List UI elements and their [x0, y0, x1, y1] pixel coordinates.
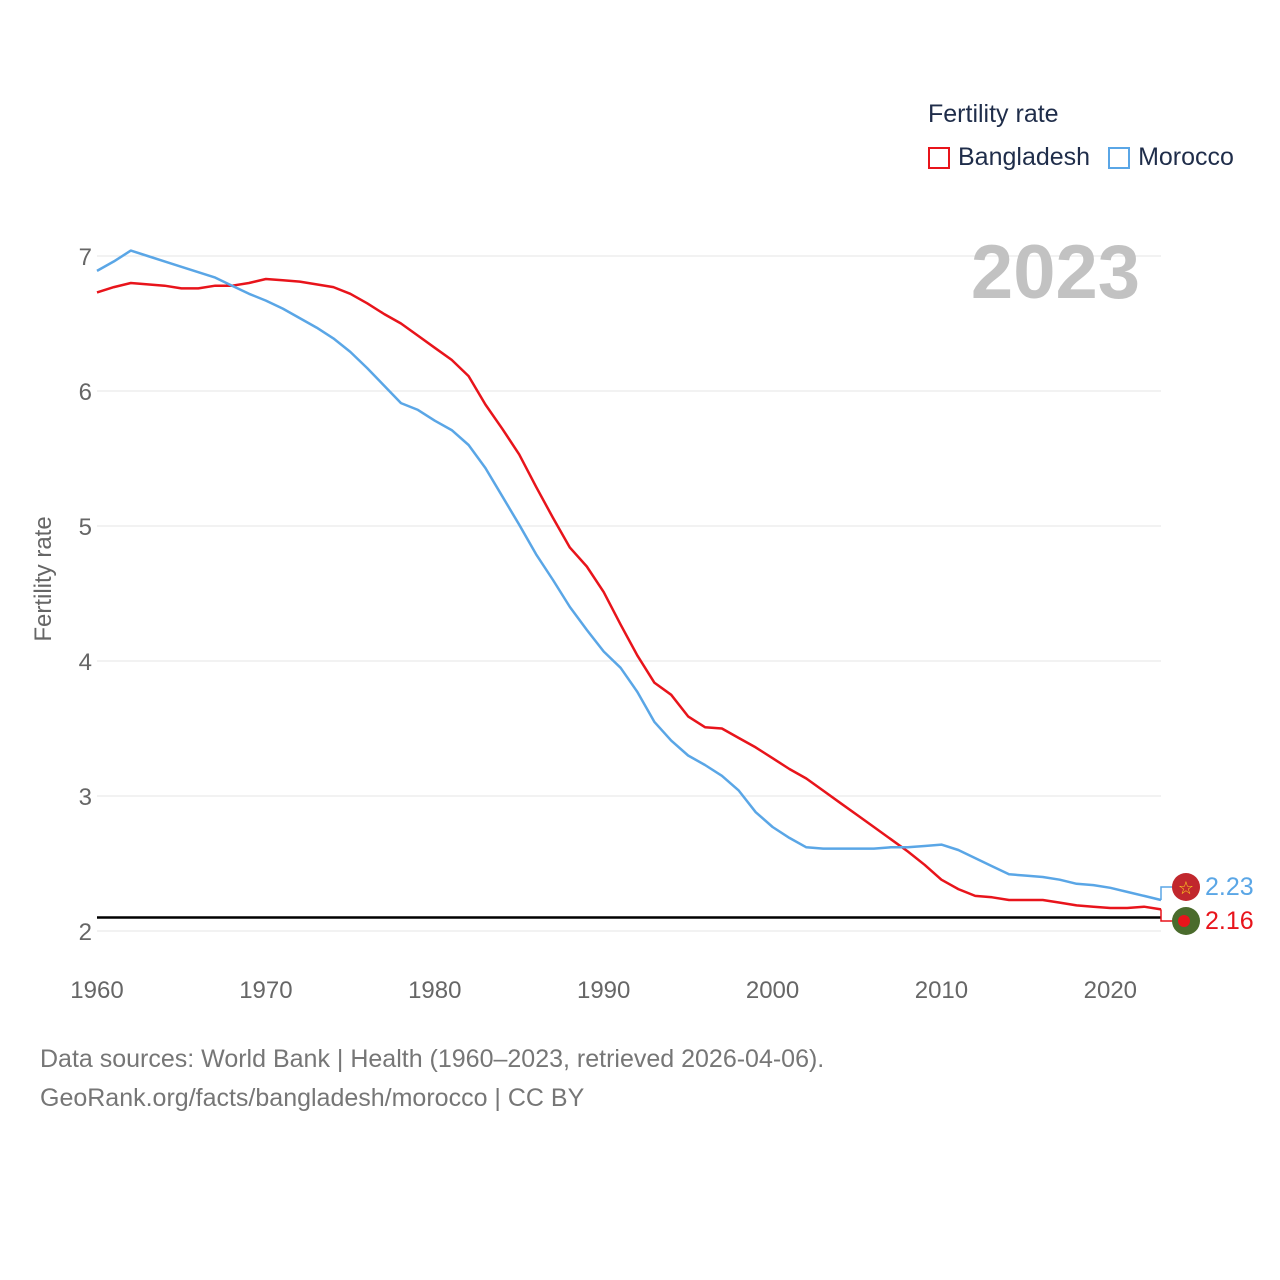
- x-tick-label: 2000: [746, 977, 799, 1004]
- legend-swatch-bangladesh: [928, 146, 950, 169]
- x-tick-label: 1990: [577, 977, 630, 1004]
- source-line: Data sources: World Bank | Health (1960–…: [40, 1045, 825, 1073]
- legend-swatch-morocco: [1108, 146, 1131, 169]
- series-line-morocco[interactable]: [96, 249, 1162, 902]
- end-connector-bangladesh: [1160, 909, 1173, 922]
- legend-label-morocco: Morocco: [1138, 143, 1234, 171]
- y-tick-label: 7: [79, 244, 92, 271]
- x-tick-label: 1960: [70, 977, 123, 1004]
- source-link[interactable]: GeoRank.org/facts/bangladesh/morocco | C…: [40, 1084, 585, 1112]
- y-axis-label: Fertility rate: [30, 516, 57, 641]
- end-connector-morocco: [1160, 886, 1173, 900]
- morocco-flag-star-icon: ☆: [1178, 878, 1194, 899]
- legend: Bangladesh Morocco: [928, 143, 1252, 172]
- y-tick-label: 5: [79, 514, 92, 541]
- year-label: 2023: [971, 230, 1140, 315]
- x-tick-label: 1980: [408, 977, 461, 1004]
- end-value-label-morocco: 2.23: [1205, 873, 1254, 901]
- bangladesh-flag-disc-icon: [1178, 915, 1190, 927]
- legend-item-morocco[interactable]: Morocco: [1108, 143, 1234, 172]
- series-lines: [96, 249, 1162, 911]
- end-markers: 2.16 ☆ 2.23: [1160, 873, 1254, 935]
- x-axis-ticks: 1960 1970 1980 1990 2000 2010 2020: [70, 977, 1137, 1004]
- x-tick-label: 2010: [915, 977, 968, 1004]
- y-tick-label: 4: [79, 649, 92, 676]
- grid-lines: [97, 255, 1161, 932]
- y-tick-label: 2: [79, 919, 92, 946]
- y-tick-label: 6: [79, 379, 92, 406]
- legend-item-bangladesh[interactable]: Bangladesh: [928, 143, 1090, 172]
- legend-title: Fertility rate: [928, 100, 1059, 128]
- y-tick-label: 3: [79, 784, 92, 811]
- x-tick-label: 1970: [239, 977, 292, 1004]
- legend-label-bangladesh: Bangladesh: [958, 143, 1091, 171]
- x-tick-label: 2020: [1084, 977, 1137, 1004]
- series-line-bangladesh[interactable]: [96, 277, 1162, 911]
- end-value-label-bangladesh: 2.16: [1205, 907, 1254, 935]
- morocco-flag-icon: [1172, 873, 1200, 901]
- y-axis-ticks: 2 3 4 5 6 7: [79, 244, 92, 946]
